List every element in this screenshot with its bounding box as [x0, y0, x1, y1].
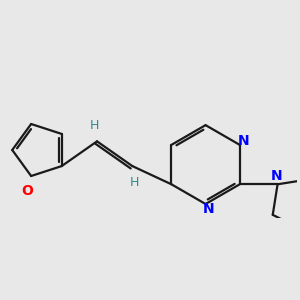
Text: H: H [90, 119, 100, 132]
Text: O: O [21, 184, 33, 198]
Text: H: H [130, 176, 139, 188]
Text: N: N [271, 169, 283, 183]
Text: N: N [238, 134, 249, 148]
Text: N: N [202, 202, 214, 216]
